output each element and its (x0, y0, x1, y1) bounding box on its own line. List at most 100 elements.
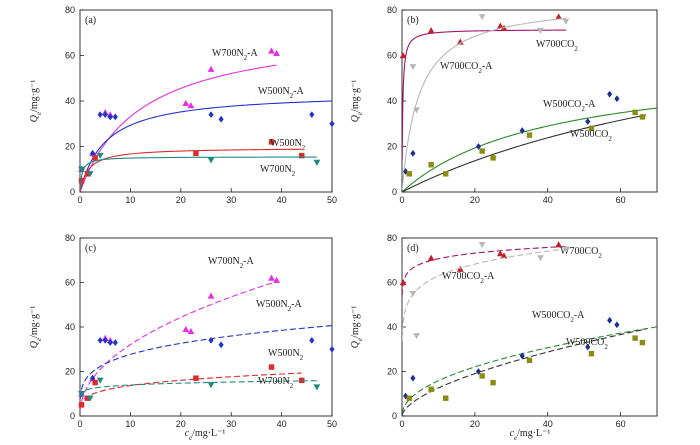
x-tick-label: 40 (277, 419, 287, 429)
x-tick-label: 0 (77, 195, 82, 205)
data-point-w700co2 (496, 250, 504, 257)
series-label-w700co2-a: W700CO2-A (442, 271, 495, 285)
y-tick-label: 20 (387, 142, 397, 152)
y-tick-label: 20 (387, 367, 397, 377)
data-point-w500co2-a (614, 321, 620, 329)
y-tick-label: 40 (65, 322, 75, 332)
data-point-w700co2-a (409, 64, 417, 71)
data-point-w500co2-a (607, 90, 613, 98)
data-point-w500n2 (84, 171, 91, 177)
x-tick-label: 30 (226, 419, 236, 429)
panel-label: (b) (407, 15, 419, 26)
data-point-w500co2 (639, 114, 646, 120)
fit-curve-w500n2 (80, 372, 302, 408)
data-point-w500co2 (479, 148, 485, 154)
y-tick-label: 0 (392, 411, 397, 421)
fit-curve-w500n2-a (80, 325, 332, 399)
data-point-w500co2 (406, 171, 413, 177)
fit-curve-w700co2-a (402, 248, 566, 341)
data-point-w500n2-a (102, 336, 108, 344)
x-tick-label: 20 (176, 195, 186, 205)
data-point-w500co2 (588, 125, 595, 132)
series-label-w500co2-a: W500CO2-A (543, 99, 596, 113)
data-point-w500n2 (92, 379, 98, 386)
data-point-w500co2-a (607, 316, 613, 324)
data-point-w500co2-a (475, 143, 482, 150)
series-label-w700n2: W700N2 (258, 376, 294, 390)
y-axis-title: Qe/mg·g⁻¹ (350, 306, 364, 349)
fit-curve-w700n2-a (80, 280, 277, 410)
data-point-w700n2-a (187, 102, 195, 109)
fit-curve-w500co2 (402, 114, 647, 192)
data-point-w700co2-a (478, 14, 486, 21)
data-point-w500co2-a (410, 149, 416, 157)
x-tick-label: 20 (470, 195, 480, 205)
data-point-w500n2-a (208, 111, 214, 119)
data-point-w500n2-a (309, 336, 315, 344)
y-tick-label: 0 (392, 187, 397, 197)
data-point-w500co2-a (403, 392, 409, 400)
data-point-w700co2 (399, 279, 407, 286)
x-tick-label: 50 (327, 419, 337, 429)
series-label-w500n2-a: W500N2-A (256, 299, 303, 313)
series-label-w500co2: W500CO2 (570, 129, 612, 143)
series-label-w700n2-a: W700N2-A (212, 48, 259, 62)
data-point-w700n2-a (182, 99, 190, 106)
data-point-w500co2 (442, 395, 449, 401)
data-point-w500co2 (632, 109, 638, 116)
data-point-w700n2-a (182, 325, 190, 332)
y-tick-label: 20 (65, 367, 75, 377)
data-point-w700n2 (86, 395, 94, 402)
y-tick-label: 0 (70, 187, 75, 197)
data-point-w500co2-a (585, 343, 591, 351)
data-point-w500n2-a (329, 345, 335, 353)
data-point-w700n2 (207, 157, 215, 164)
x-tick-label: 0 (77, 419, 82, 429)
data-point-w500co2 (588, 350, 595, 357)
data-point-w500n2 (268, 139, 275, 145)
data-point-w700co2-a (562, 246, 570, 253)
panel-label: (a) (85, 15, 96, 26)
data-point-w700co2-a (537, 27, 544, 34)
data-point-w500co2 (490, 379, 496, 386)
data-point-w700co2 (427, 254, 435, 261)
data-point-w500co2 (442, 171, 449, 177)
data-point-w500n2 (193, 375, 199, 381)
data-point-w500n2 (193, 150, 199, 157)
y-tick-label: 20 (65, 142, 75, 152)
fit-curve-w700n2 (80, 380, 317, 397)
data-point-w500n2-a (112, 339, 118, 346)
data-point-w500n2-a (309, 111, 315, 119)
y-tick-label: 80 (65, 5, 75, 15)
data-point-w700n2 (78, 391, 85, 398)
data-point-w500co2 (639, 339, 646, 346)
data-point-w500co2 (632, 335, 638, 341)
data-point-w700n2-a (273, 49, 280, 56)
x-tick-label: 60 (616, 419, 626, 429)
data-point-w500co2-a (585, 118, 591, 125)
plot-frame (79, 9, 333, 193)
plot-frame (401, 237, 658, 417)
y-axis-title: Qe/mg·g⁻¹ (29, 80, 43, 123)
data-point-w700co2 (500, 252, 508, 259)
panel-label: (c) (85, 243, 96, 254)
x-tick-label: 20 (470, 419, 480, 429)
data-point-w700co2 (456, 38, 464, 45)
y-tick-label: 80 (387, 233, 397, 243)
data-point-w700n2-a (268, 274, 275, 281)
data-point-w500co2 (479, 373, 485, 379)
series-label-w500co2: W500CO2 (566, 337, 608, 351)
data-point-w500n2 (299, 152, 305, 159)
y-tick-label: 60 (65, 51, 75, 61)
fit-curve-w500co2 (402, 328, 647, 415)
data-point-w500co2-a (475, 368, 482, 375)
fit-curve-w700co2-a (402, 17, 566, 190)
data-point-w700co2 (555, 241, 563, 248)
fit-curve-w700co2 (402, 245, 566, 296)
x-tick-label: 50 (327, 195, 337, 205)
y-tick-label: 40 (387, 322, 397, 332)
data-point-w500n2 (268, 364, 275, 370)
data-point-w700co2 (496, 22, 504, 29)
data-point-w500co2 (428, 161, 434, 168)
